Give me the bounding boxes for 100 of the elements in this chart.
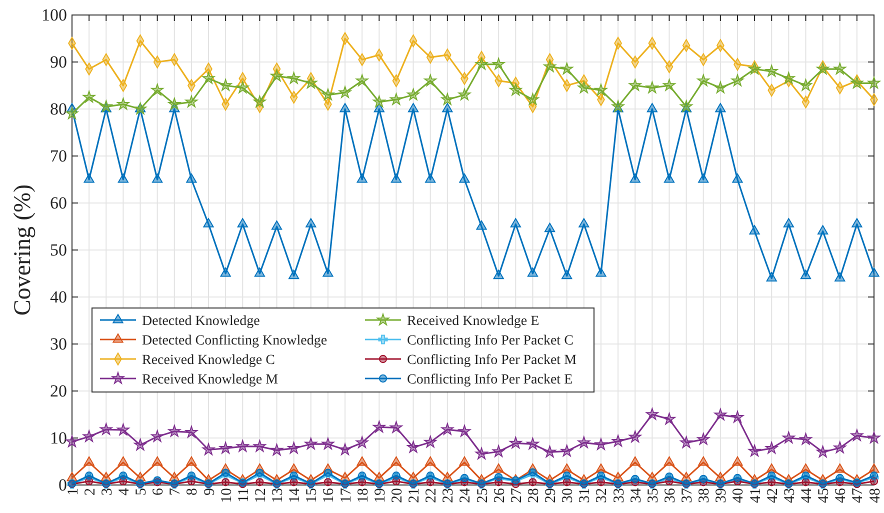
point	[768, 472, 776, 480]
x-tick-label: 7	[168, 488, 184, 496]
point	[492, 445, 505, 457]
point	[663, 412, 676, 425]
legend-label: Conflicting Info Per Packet E	[407, 372, 573, 388]
point	[271, 220, 282, 230]
y-tick-label: 10	[50, 428, 67, 448]
point	[151, 84, 164, 96]
x-tick-label: 2	[82, 488, 98, 496]
point	[698, 456, 709, 466]
x-tick-label: 6	[150, 488, 167, 496]
point	[338, 86, 352, 98]
y-tick-label: 90	[50, 52, 67, 72]
point	[425, 173, 436, 183]
point	[237, 218, 248, 228]
point	[187, 472, 196, 480]
point	[578, 218, 590, 228]
point	[697, 74, 710, 86]
point	[220, 267, 231, 277]
x-tick-label: 3	[99, 488, 116, 496]
point	[526, 93, 539, 105]
point	[322, 88, 334, 100]
point	[426, 472, 434, 480]
point	[392, 472, 400, 480]
x-tick-label: 18	[355, 488, 372, 503]
x-tick-label: 29	[543, 488, 560, 503]
point	[475, 58, 488, 70]
point	[372, 420, 386, 433]
point	[663, 79, 676, 91]
point	[731, 410, 744, 423]
point	[288, 270, 300, 280]
point	[766, 272, 777, 282]
point	[782, 432, 795, 444]
point	[768, 478, 776, 486]
point	[783, 218, 794, 228]
x-tick-label: 5	[134, 488, 150, 496]
point	[560, 444, 574, 456]
point	[748, 444, 761, 456]
y-tick-label: 80	[50, 99, 67, 118]
point	[802, 478, 810, 486]
x-tick-label: 22	[424, 488, 440, 503]
x-tick-label: 46	[833, 488, 850, 503]
point	[288, 463, 300, 473]
point	[818, 225, 828, 234]
point	[594, 84, 608, 96]
point	[340, 102, 350, 112]
point	[748, 62, 761, 74]
point	[816, 62, 829, 74]
point	[544, 60, 556, 72]
point	[800, 79, 812, 91]
x-tick-label: 48	[867, 488, 884, 503]
point	[646, 81, 658, 94]
x-tick-label: 33	[611, 488, 628, 503]
point	[630, 173, 640, 183]
x-tick-label: 41	[748, 488, 764, 503]
point	[186, 456, 197, 466]
point	[270, 70, 283, 82]
legend-label: Conflicting Info Per Packet M	[407, 352, 578, 368]
point	[84, 173, 94, 183]
x-tick-label: 28	[526, 488, 542, 503]
point	[714, 81, 727, 94]
y-tick-label: 0	[58, 475, 67, 494]
point	[324, 478, 332, 486]
point	[850, 76, 864, 88]
point	[850, 429, 864, 441]
point	[868, 432, 880, 444]
point	[202, 443, 215, 456]
x-tick-label: 12	[252, 488, 269, 503]
x-tick-label: 25	[474, 488, 491, 503]
x-tick-label: 16	[321, 488, 338, 503]
point	[765, 442, 778, 454]
x-tick-label: 34	[628, 488, 644, 503]
point	[203, 218, 214, 228]
point	[441, 93, 454, 105]
point	[800, 432, 812, 445]
point	[596, 478, 606, 486]
point	[442, 102, 453, 112]
point	[270, 444, 283, 456]
x-tick-label: 21	[406, 488, 423, 503]
point	[82, 90, 96, 103]
point	[458, 424, 471, 437]
point	[324, 468, 332, 477]
x-tick-label: 44	[798, 488, 815, 503]
point	[628, 430, 642, 442]
y-tick-label: 20	[50, 381, 67, 400]
point	[152, 456, 163, 466]
point	[390, 421, 402, 433]
point	[236, 440, 249, 452]
point	[304, 76, 318, 88]
point	[680, 436, 692, 448]
point	[219, 79, 232, 91]
point	[168, 98, 181, 110]
point	[578, 436, 590, 448]
x-tick-label: 8	[184, 488, 201, 496]
x-tick-label: 1	[65, 488, 82, 496]
x-tick-label: 38	[696, 488, 713, 503]
x-tick-label: 31	[577, 488, 594, 503]
point	[151, 430, 164, 442]
point	[185, 426, 198, 438]
point	[322, 267, 334, 277]
